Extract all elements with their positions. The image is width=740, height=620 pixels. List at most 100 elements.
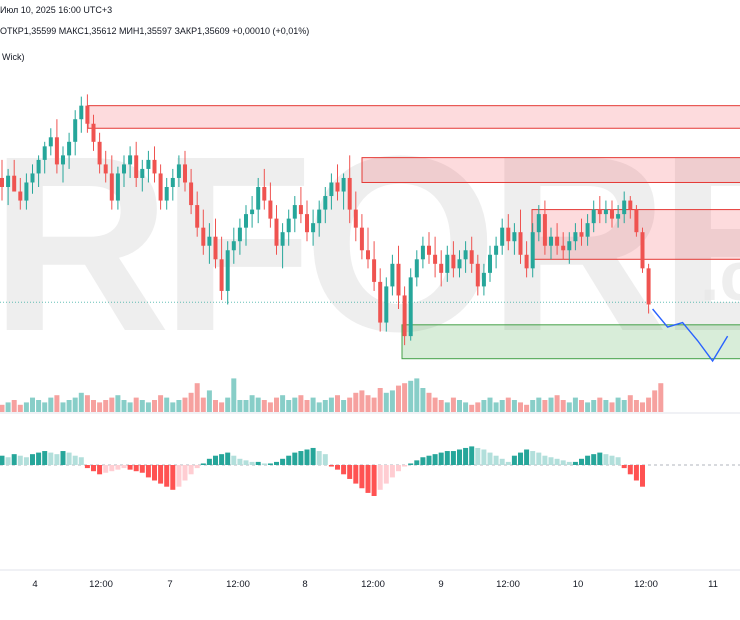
oscillator-bar <box>60 451 66 465</box>
candle-body <box>597 209 602 215</box>
oscillator-bar <box>225 452 231 465</box>
volume-bar <box>414 378 420 412</box>
candle-body <box>61 155 65 165</box>
oscillator-bar <box>597 452 603 465</box>
watermark: RFOREX .c <box>0 104 740 383</box>
candle-body <box>524 254 529 269</box>
oscillator-bar <box>219 454 225 465</box>
candle-body <box>329 182 334 197</box>
candle-body <box>292 205 297 219</box>
x-axis: 4 12:00 7 12:00 8 12:00 9 12:00 10 12:00 11 <box>32 579 718 590</box>
candle-body <box>347 177 352 210</box>
oscillator-bar <box>414 460 420 465</box>
oscillator-bar <box>633 465 639 481</box>
oscillator-bar <box>23 457 29 465</box>
candle-body <box>201 227 206 246</box>
oscillator-bar <box>42 451 48 465</box>
candle-body <box>231 241 236 251</box>
oscillator-bar <box>450 451 456 465</box>
volume-bar <box>652 390 658 412</box>
volume-bar <box>402 383 408 412</box>
candle-body <box>91 123 96 142</box>
candle-body <box>12 175 17 192</box>
candle-body <box>79 105 84 120</box>
candle-body <box>445 254 450 273</box>
volume-bar <box>30 397 35 412</box>
oscillator-bar <box>84 465 90 469</box>
candle-body <box>646 268 651 305</box>
volume-bar <box>60 402 66 412</box>
candle-body <box>268 200 273 219</box>
oscillator-bar <box>518 452 523 465</box>
volume-bar <box>475 402 481 412</box>
volume-bar <box>11 400 17 412</box>
resistance-zone <box>87 105 740 129</box>
candles-layer <box>0 94 651 346</box>
candle-body <box>298 205 303 215</box>
candle-body <box>24 182 29 201</box>
candle-body <box>475 263 480 287</box>
volume-bar <box>188 392 194 412</box>
candle-body <box>103 164 108 174</box>
candle-body <box>97 141 102 165</box>
candle-body <box>506 227 511 242</box>
oscillator-bar <box>97 465 103 475</box>
oscillator-bar <box>359 465 365 489</box>
candle-body <box>122 164 126 174</box>
candle-body <box>640 232 645 269</box>
x-tick-label: 10 <box>573 579 584 590</box>
support-zone <box>401 324 740 360</box>
oscillator-bar <box>292 452 298 465</box>
volume-bar <box>524 404 530 412</box>
volume-bar <box>103 400 109 412</box>
candle-body <box>469 250 474 264</box>
candle-body <box>427 245 431 255</box>
candle-body <box>353 209 358 228</box>
volume-bar <box>182 397 188 412</box>
oscillator-bar <box>426 455 432 465</box>
candle-body <box>244 214 248 228</box>
volume-bar <box>249 395 255 412</box>
volume-bar <box>298 395 304 412</box>
volume-bar <box>658 383 664 412</box>
oscillator-bar <box>133 465 139 472</box>
oscillator-bar <box>493 455 499 465</box>
candle-body <box>457 259 462 269</box>
oscillator-bar <box>542 455 548 465</box>
candle-body <box>610 209 614 219</box>
volume-bar <box>36 400 42 412</box>
volume-bar <box>389 390 395 412</box>
oscillator-bar <box>420 457 426 465</box>
candle-body <box>384 286 389 323</box>
candle-body <box>372 259 377 282</box>
volume-bar <box>48 397 54 412</box>
oscillator-bar <box>402 465 408 467</box>
oscillator-bar <box>585 455 591 465</box>
oscillator-bar <box>206 458 212 465</box>
candle-body <box>170 177 175 187</box>
oscillator-bar <box>457 449 462 465</box>
volume-bar <box>121 400 127 412</box>
candle-body <box>152 159 157 174</box>
x-tick-label: 12:00 <box>634 579 658 590</box>
volume-bar <box>0 404 5 412</box>
volume-bar <box>78 392 84 412</box>
oscillator-bar <box>54 454 60 465</box>
candle-body <box>0 177 4 187</box>
candle-body <box>195 205 200 228</box>
volume-bar <box>365 395 371 412</box>
candle-body <box>140 168 145 178</box>
oscillator-bar <box>579 458 584 465</box>
volume-bar <box>450 397 456 412</box>
oscillator-bar <box>188 465 194 475</box>
oscillator-bar <box>615 457 621 465</box>
header-date: Июл 10, 2025 16:00 UTC+3 <box>0 5 112 15</box>
oscillator-bar <box>463 447 469 465</box>
oscillator-bar <box>274 461 279 465</box>
volume-bar <box>597 397 603 412</box>
candle-body <box>512 232 517 242</box>
oscillator-bar <box>310 447 316 465</box>
volume-bar <box>127 402 133 412</box>
volume-bar <box>548 397 554 412</box>
